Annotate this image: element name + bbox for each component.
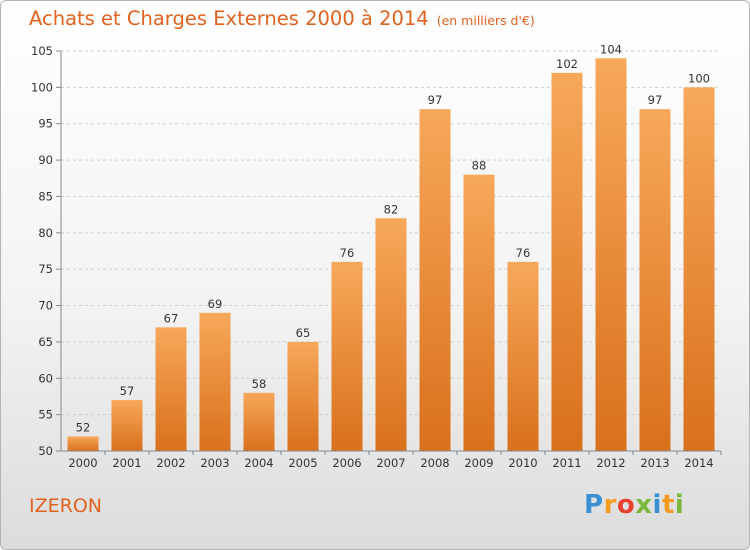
y-tick-label: 85: [38, 189, 53, 203]
chart-title-text: Achats et Charges Externes 2000 à 2014: [29, 7, 429, 30]
data-label: 97: [428, 93, 443, 107]
bar: [155, 327, 187, 451]
data-label: 67: [164, 311, 179, 325]
y-tick-label: 65: [38, 335, 53, 349]
x-tick-label: 2002: [156, 456, 185, 470]
bar: [463, 174, 495, 452]
y-tick-label: 50: [38, 444, 53, 458]
y-tick-label: 105: [31, 44, 53, 58]
y-tick-label: 55: [38, 408, 53, 422]
bar: [331, 261, 363, 451]
data-label: 58: [252, 377, 267, 391]
x-tick-label: 2013: [640, 456, 669, 470]
data-label: 76: [516, 246, 531, 260]
x-tick-label: 2011: [552, 456, 581, 470]
x-tick-label: 2012: [596, 456, 625, 470]
x-tick-label: 2004: [244, 456, 273, 470]
bar: [419, 109, 451, 451]
y-tick-label: 90: [38, 153, 53, 167]
data-label: 65: [296, 326, 311, 340]
axes: [56, 50, 722, 455]
bar: [375, 218, 407, 451]
bars: [67, 58, 715, 452]
bar: [111, 400, 143, 451]
chart-title: Achats et Charges Externes 2000 à 2014 (e…: [29, 7, 535, 30]
bar: [243, 392, 275, 451]
data-label: 82: [384, 202, 399, 216]
x-tick-label: 2001: [112, 456, 141, 470]
bar: [551, 72, 583, 452]
bar: [639, 109, 671, 451]
proxiti-logo: Proxiti: [584, 490, 685, 520]
y-tick-label: 95: [38, 117, 53, 131]
data-label: 57: [120, 384, 135, 398]
data-label: 97: [648, 93, 663, 107]
x-tick-label: 2006: [332, 456, 361, 470]
y-tick-label: 100: [31, 80, 53, 94]
data-label: 100: [688, 71, 710, 85]
x-tick-label: 2008: [420, 456, 449, 470]
chart-unit: (en milliers d'€): [436, 13, 535, 28]
bar: [507, 261, 539, 451]
data-label: 104: [600, 42, 622, 56]
commune-name: IZERON: [29, 495, 102, 517]
bar: [199, 312, 231, 451]
x-tick-label: 2014: [684, 456, 713, 470]
y-tick-label: 80: [38, 226, 53, 240]
x-tick-label: 2000: [68, 456, 97, 470]
x-tick-label: 2010: [508, 456, 537, 470]
y-tick-label: 60: [38, 371, 53, 385]
x-tick-label: 2005: [288, 456, 317, 470]
bar: [595, 58, 627, 451]
labels: 50 55 60 65 70 75 80 85 90 95 100 105 52 2000 57 2001 67…: [31, 42, 714, 470]
data-label: 69: [208, 297, 223, 311]
data-label: 76: [340, 246, 355, 260]
x-tick-label: 2003: [200, 456, 229, 470]
data-label: 52: [76, 420, 91, 434]
bar: [683, 87, 715, 451]
x-tick-label: 2009: [464, 456, 493, 470]
bar: [287, 341, 319, 451]
bar: [67, 436, 99, 451]
y-tick-label: 70: [38, 299, 53, 313]
x-tick-label: 2007: [376, 456, 405, 470]
y-tick-label: 75: [38, 262, 53, 276]
data-label: 88: [472, 159, 487, 173]
data-label: 102: [556, 57, 578, 71]
